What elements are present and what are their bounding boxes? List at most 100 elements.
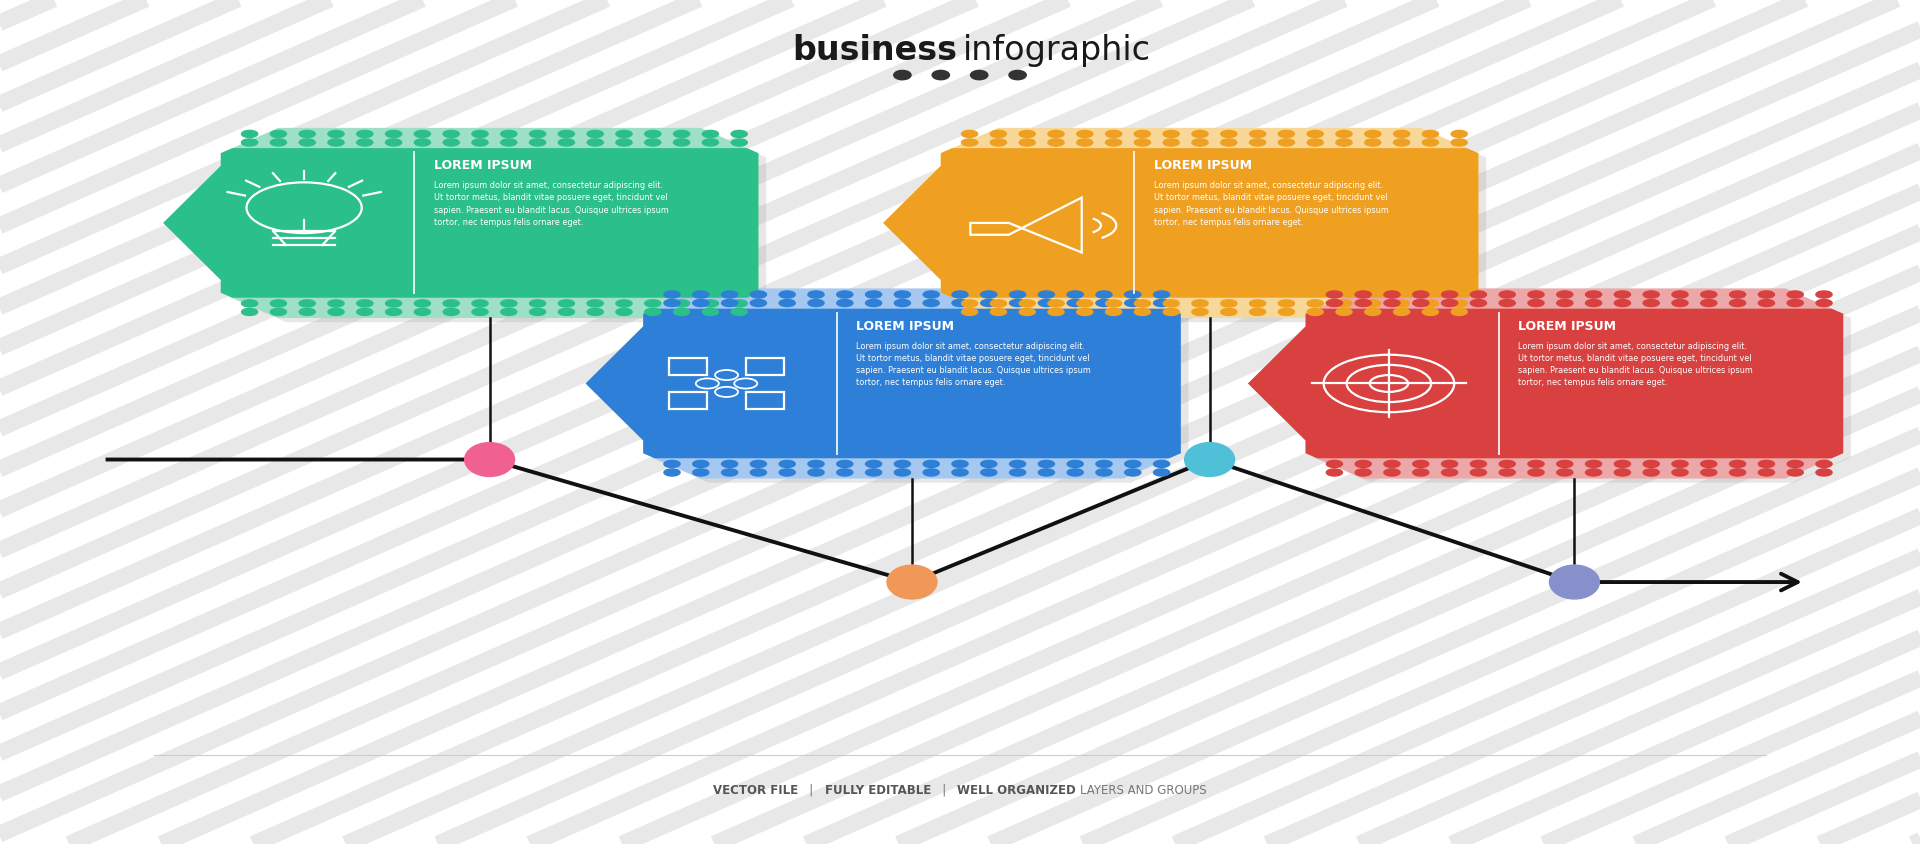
Circle shape — [357, 300, 372, 307]
Circle shape — [664, 292, 680, 299]
Circle shape — [1125, 292, 1140, 299]
Circle shape — [588, 140, 603, 147]
Text: Lorem ipsum dolor sit amet, consectetur adipiscing elit.
Ut tortor metus, blandi: Lorem ipsum dolor sit amet, consectetur … — [856, 342, 1091, 387]
Circle shape — [616, 131, 632, 138]
Circle shape — [444, 300, 459, 307]
Circle shape — [895, 469, 910, 476]
Circle shape — [1413, 300, 1428, 307]
Circle shape — [1250, 140, 1265, 147]
Circle shape — [1730, 469, 1745, 476]
Circle shape — [1730, 292, 1745, 299]
Circle shape — [1471, 469, 1486, 476]
Polygon shape — [891, 133, 1486, 323]
Circle shape — [1384, 300, 1400, 307]
Circle shape — [645, 300, 660, 307]
Circle shape — [991, 300, 1006, 307]
Circle shape — [1048, 131, 1064, 138]
Circle shape — [501, 140, 516, 147]
Circle shape — [664, 469, 680, 476]
Circle shape — [1615, 292, 1630, 299]
Circle shape — [1730, 300, 1745, 307]
Circle shape — [472, 309, 488, 316]
Circle shape — [780, 300, 795, 307]
Ellipse shape — [465, 443, 515, 477]
Circle shape — [1356, 461, 1371, 468]
Circle shape — [1701, 300, 1716, 307]
Circle shape — [1759, 292, 1774, 299]
Circle shape — [1423, 300, 1438, 307]
Circle shape — [703, 300, 718, 307]
Circle shape — [895, 292, 910, 299]
Circle shape — [1068, 300, 1083, 307]
Circle shape — [1068, 292, 1083, 299]
Bar — [745, 392, 783, 409]
Circle shape — [1279, 300, 1294, 307]
Circle shape — [693, 292, 708, 299]
Text: LOREM IPSUM: LOREM IPSUM — [856, 319, 954, 333]
Text: |: | — [799, 782, 826, 796]
Circle shape — [808, 292, 824, 299]
Circle shape — [530, 309, 545, 316]
Circle shape — [1356, 469, 1371, 476]
Circle shape — [1077, 131, 1092, 138]
Circle shape — [1816, 292, 1832, 299]
Circle shape — [1039, 461, 1054, 468]
Circle shape — [1413, 292, 1428, 299]
Circle shape — [808, 469, 824, 476]
Circle shape — [1327, 469, 1342, 476]
Circle shape — [242, 131, 257, 138]
Circle shape — [1586, 469, 1601, 476]
Circle shape — [1471, 300, 1486, 307]
Circle shape — [1135, 131, 1150, 138]
Circle shape — [1500, 469, 1515, 476]
Circle shape — [1644, 461, 1659, 468]
Circle shape — [1672, 469, 1688, 476]
Circle shape — [1106, 309, 1121, 316]
Circle shape — [1528, 292, 1544, 299]
Circle shape — [837, 461, 852, 468]
Circle shape — [444, 309, 459, 316]
Circle shape — [530, 140, 545, 147]
Circle shape — [616, 300, 632, 307]
Circle shape — [1221, 300, 1236, 307]
Circle shape — [962, 300, 977, 307]
Circle shape — [1106, 140, 1121, 147]
Circle shape — [1452, 131, 1467, 138]
Circle shape — [501, 131, 516, 138]
Circle shape — [837, 469, 852, 476]
Circle shape — [924, 300, 939, 307]
Circle shape — [674, 131, 689, 138]
Polygon shape — [883, 149, 1478, 299]
Ellipse shape — [893, 72, 910, 81]
Circle shape — [1192, 309, 1208, 316]
Circle shape — [501, 300, 516, 307]
Circle shape — [1010, 469, 1025, 476]
Circle shape — [1221, 309, 1236, 316]
Circle shape — [1077, 140, 1092, 147]
Circle shape — [1528, 300, 1544, 307]
Circle shape — [1308, 309, 1323, 316]
Circle shape — [645, 131, 660, 138]
Circle shape — [1020, 131, 1035, 138]
Circle shape — [328, 309, 344, 316]
Circle shape — [357, 140, 372, 147]
Circle shape — [386, 300, 401, 307]
Circle shape — [1327, 461, 1342, 468]
Circle shape — [1442, 300, 1457, 307]
Circle shape — [559, 131, 574, 138]
Circle shape — [559, 309, 574, 316]
Circle shape — [1672, 292, 1688, 299]
Bar — [668, 392, 707, 409]
Circle shape — [1557, 300, 1572, 307]
Circle shape — [1759, 461, 1774, 468]
Circle shape — [1327, 292, 1342, 299]
Circle shape — [1586, 292, 1601, 299]
Circle shape — [1192, 131, 1208, 138]
Circle shape — [952, 292, 968, 299]
Circle shape — [444, 131, 459, 138]
Circle shape — [1039, 469, 1054, 476]
Circle shape — [981, 469, 996, 476]
Circle shape — [242, 309, 257, 316]
Circle shape — [472, 140, 488, 147]
Circle shape — [501, 309, 516, 316]
